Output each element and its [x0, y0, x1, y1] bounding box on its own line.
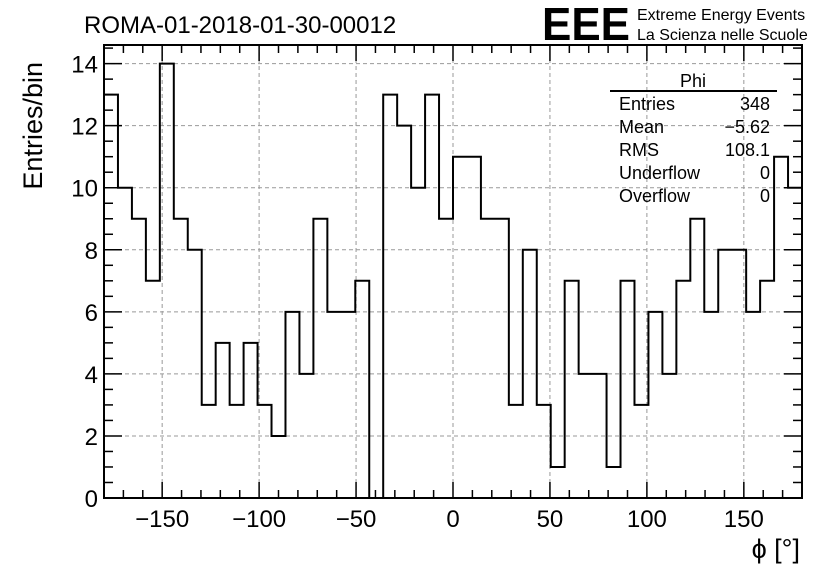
x-axis-label: ϕ [°]	[752, 534, 800, 564]
stats-row-label: Mean	[619, 117, 664, 137]
x-tick-label: 100	[627, 506, 667, 533]
stats-row-label: Overflow	[619, 186, 691, 206]
eee-logo-line1: Extreme Energy Events	[637, 7, 805, 24]
stats-row-value: 348	[740, 94, 770, 114]
y-tick-label: 10	[71, 176, 98, 203]
x-tick-label: −150	[135, 506, 189, 533]
stats-box: Phi Entries 348 Mean −5.62 RMS 108.1 Underflow…	[610, 71, 777, 206]
stats-row-label: RMS	[619, 140, 659, 160]
x-tick-label: −100	[232, 506, 286, 533]
y-tick-label: 12	[71, 114, 98, 141]
x-tick-label: −50	[336, 506, 377, 533]
axis-ticks	[104, 45, 802, 499]
stats-row-value: 108.1	[725, 140, 770, 160]
grid-lines	[104, 45, 802, 499]
stats-title: Phi	[680, 71, 706, 91]
y-tick-label: 8	[85, 238, 98, 265]
eee-logo-line2: La Scienza nelle Scuole	[637, 27, 808, 44]
x-tick-label: 0	[446, 506, 459, 533]
stats-row-label: Underflow	[619, 163, 701, 183]
y-tick-label: 4	[85, 362, 98, 389]
stats-row-label: Entries	[619, 94, 675, 114]
eee-logo: EEE Extreme Energy Events La Scienza nel…	[542, 0, 808, 50]
y-tick-label: 6	[85, 300, 98, 327]
stats-row-value: 0	[760, 186, 770, 206]
y-tick-label: 14	[71, 52, 98, 79]
eee-logo-mark: EEE	[542, 0, 630, 50]
run-title: ROMA-01-2018-01-30-00012	[84, 12, 396, 39]
y-tick-label: 2	[85, 424, 98, 451]
tick-labels: −150 −100 −50 0 50 100 150 0 2 4 6 8 10 12 14	[71, 52, 764, 533]
stats-row-value: 0	[760, 163, 770, 183]
y-tick-label: 0	[85, 486, 98, 513]
x-tick-label: 150	[724, 506, 764, 533]
x-tick-label: 50	[537, 506, 564, 533]
stats-row-value: −5.62	[724, 117, 770, 137]
y-axis-label: Entries/bin	[18, 62, 48, 190]
stats-rows: Entries 348 Mean −5.62 RMS 108.1 Underflow 0 Ove…	[619, 94, 770, 206]
histogram-outline	[103, 62, 803, 499]
